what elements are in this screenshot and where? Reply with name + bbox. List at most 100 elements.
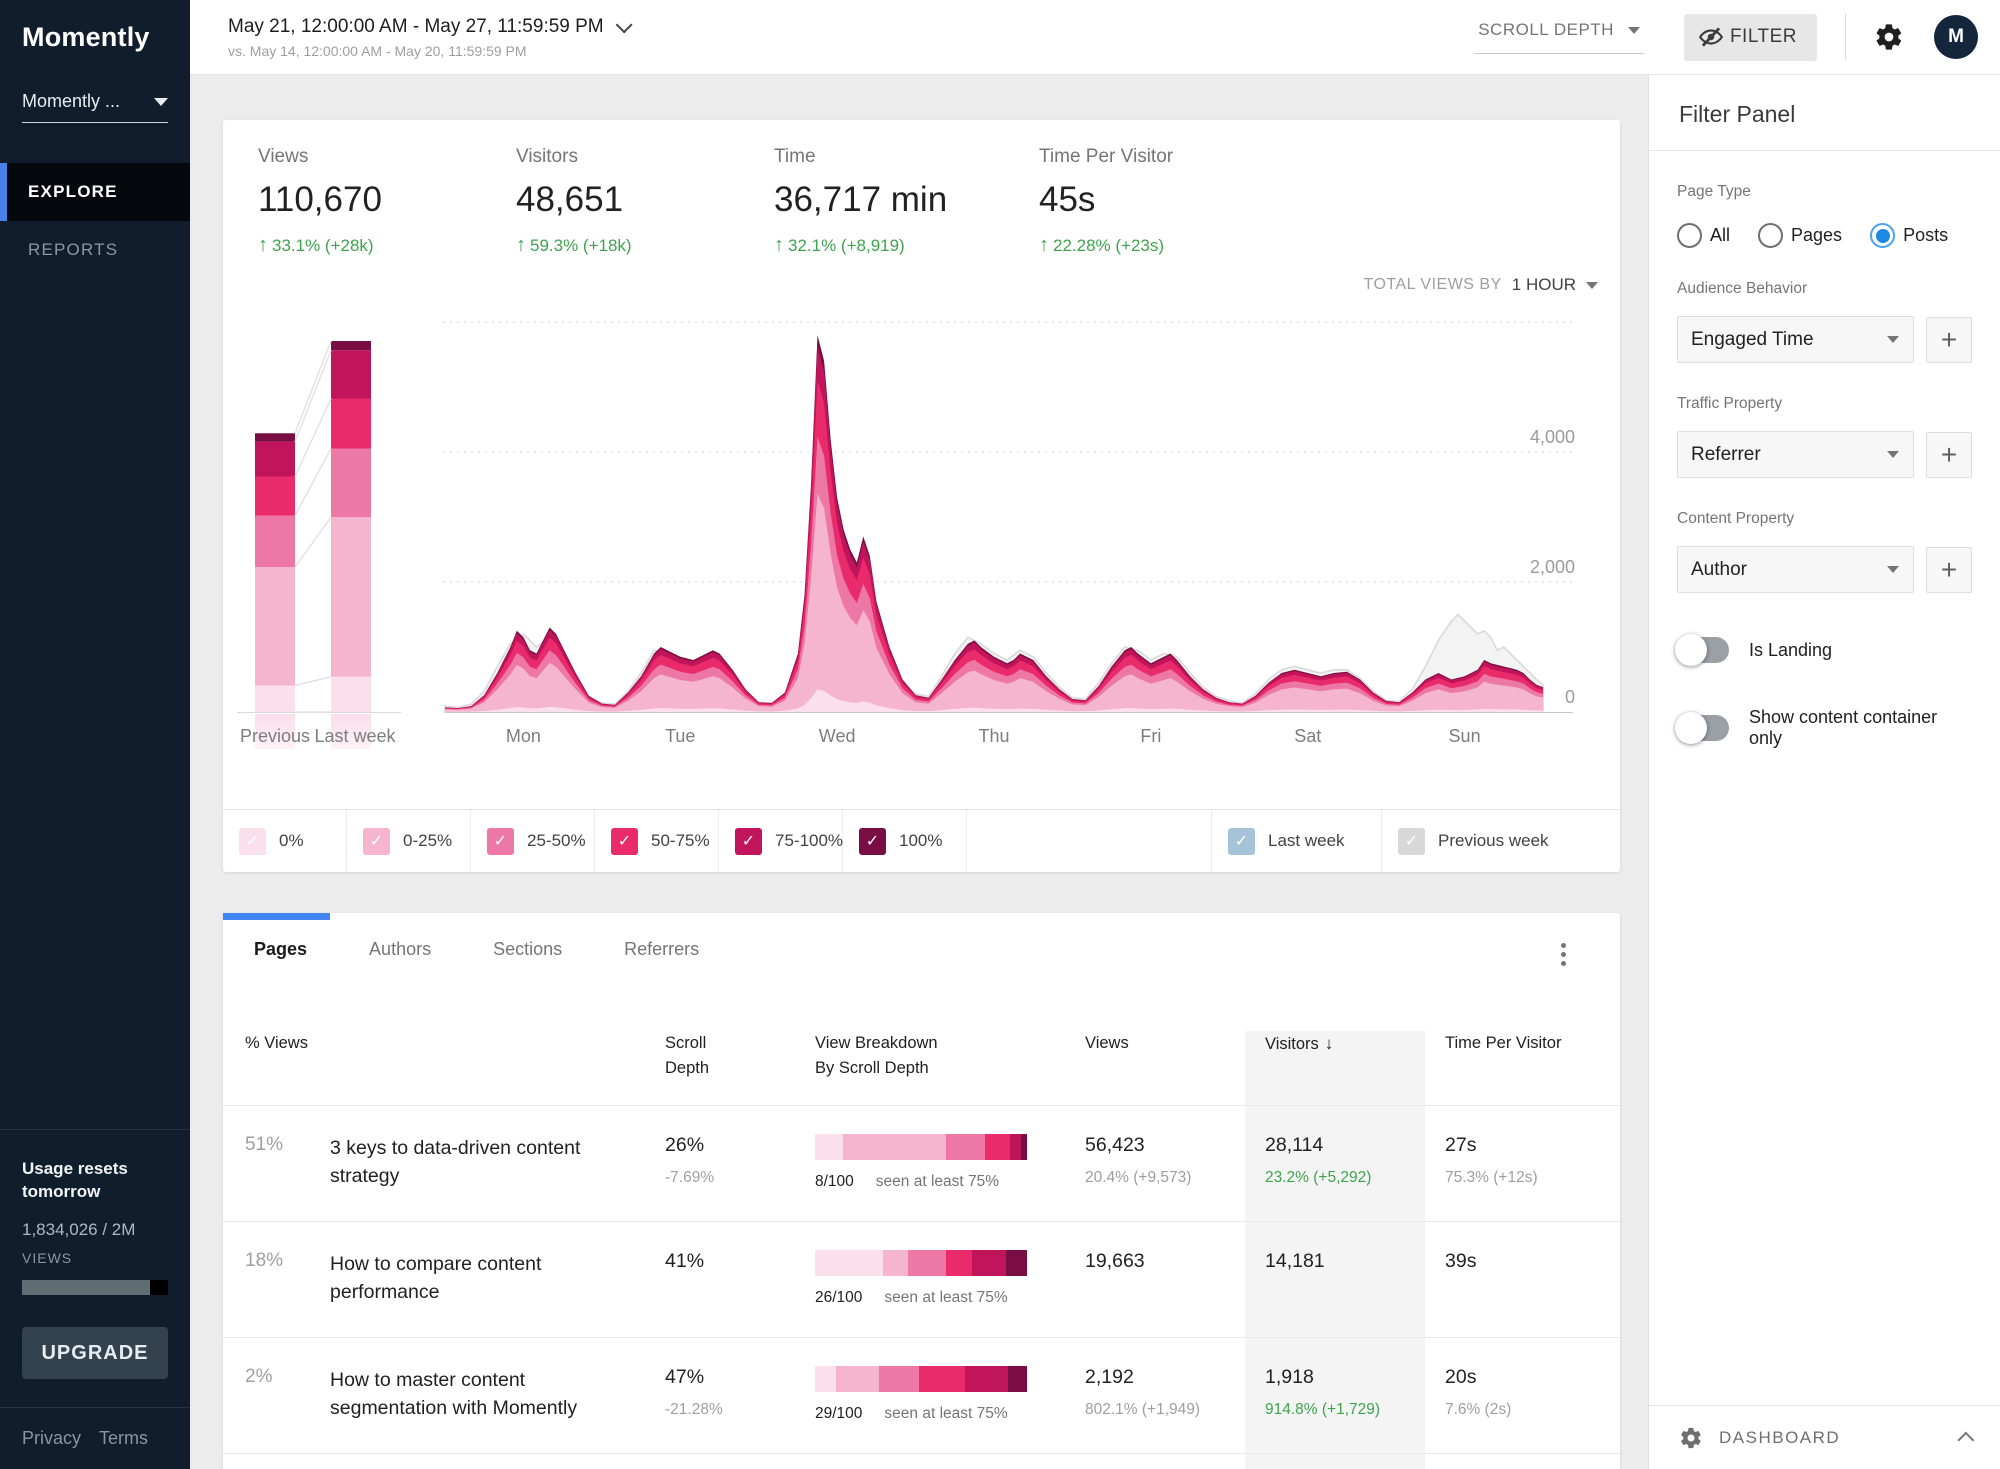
toggle-off-icon[interactable] — [1679, 715, 1729, 741]
upgrade-button[interactable]: UPGRADE — [22, 1327, 168, 1379]
tab-authors[interactable]: Authors — [338, 939, 462, 960]
add-content-filter-button[interactable]: + — [1926, 547, 1972, 593]
visitors-cell: 14,181 — [1245, 1222, 1425, 1337]
stat-visitors: Visitors 48,651 ↑59.3% (+18k) — [516, 146, 774, 257]
svg-text:Last week: Last week — [314, 726, 396, 746]
legend-item-100[interactable]: ✓100% — [843, 810, 967, 872]
add-audience-filter-button[interactable]: + — [1926, 317, 1972, 363]
audience-behavior-dropdown[interactable]: Engaged Time — [1677, 316, 1914, 363]
legend-item-0-25[interactable]: ✓0-25% — [347, 810, 471, 872]
content-property-label: Content Property — [1677, 510, 1972, 528]
sidebar-item-reports[interactable]: REPORTS — [0, 221, 190, 279]
traffic-chart: TOTAL VIEWS BY 1 HOUR 4,0002,0000MonTueW… — [223, 279, 1620, 749]
chevron-up-icon — [1957, 1431, 1974, 1448]
sidebar: Momently Momently ... EXPLORE REPORTS Us… — [0, 0, 190, 1469]
gear-icon — [1874, 22, 1904, 52]
interval-dropdown[interactable]: TOTAL VIEWS BY 1 HOUR — [1363, 275, 1598, 295]
svg-text:Wed: Wed — [819, 726, 856, 746]
date-range-selector[interactable]: May 21, 12:00:00 AM - May 27, 11:59:59 P… — [228, 16, 628, 59]
is-landing-toggle-row[interactable]: Is Landing — [1677, 637, 1972, 663]
checkbox-checked-icon: ✓ — [859, 828, 886, 855]
sidebar-nav: EXPLORE REPORTS — [0, 163, 190, 279]
usage-unit: VIEWS — [22, 1250, 168, 1266]
legend-item-75-100[interactable]: ✓75-100% — [719, 810, 843, 872]
filter-button[interactable]: FILTER — [1684, 14, 1817, 61]
radio-all[interactable]: All — [1677, 223, 1730, 248]
toggle-off-icon[interactable] — [1679, 637, 1729, 663]
legend-item-last-week[interactable]: ✓Last week — [1212, 810, 1382, 872]
divider — [1845, 14, 1846, 60]
col-header-views[interactable]: Views — [1085, 1031, 1245, 1105]
radio-selected-icon — [1870, 223, 1895, 248]
col-header-title — [330, 1031, 665, 1105]
legend-item-25-50[interactable]: ✓25-50% — [471, 810, 595, 872]
checkbox-checked-icon: ✓ — [611, 828, 638, 855]
stat-label: Time — [774, 146, 1039, 168]
svg-text:0: 0 — [1565, 687, 1575, 707]
tpv-cell: 27s75.3% (+12s) — [1425, 1106, 1620, 1221]
page-title-link[interactable]: 3 keys to data-driven content strategy — [330, 1106, 665, 1221]
kebab-menu-icon[interactable] — [1557, 939, 1570, 970]
tab-pages[interactable]: Pages — [223, 939, 338, 960]
table-row: 2% How to master content segmentation wi… — [223, 1337, 1620, 1453]
col-header-breakdown[interactable]: View Breakdown By Scroll Depth — [815, 1031, 940, 1105]
col-header-visitors[interactable]: Visitors↓ — [1245, 1031, 1425, 1105]
radio-posts[interactable]: Posts — [1870, 223, 1948, 248]
sort-desc-icon: ↓ — [1325, 1034, 1334, 1053]
legend-item-50-75[interactable]: ✓50-75% — [595, 810, 719, 872]
col-header-tpv[interactable]: Time Per Visitor — [1425, 1031, 1620, 1105]
svg-text:Sun: Sun — [1449, 726, 1481, 746]
stat-time-per-visitor: Time Per Visitor 45s ↑22.28% (+23s) — [1039, 146, 1297, 257]
sidebar-item-explore[interactable]: EXPLORE — [0, 163, 190, 221]
stats-row: Views 110,670 ↑33.1% (+28k) Visitors 48,… — [223, 120, 1620, 257]
scroll-depth-bar — [815, 1366, 1027, 1392]
content-table-card: Pages Authors Sections Referrers % Views… — [223, 913, 1620, 1469]
content-container-toggle-row[interactable]: Show content container only — [1677, 707, 1972, 749]
terms-link[interactable]: Terms — [99, 1428, 148, 1449]
visitors-cell: 28,11423.2% (+5,292) — [1245, 1106, 1425, 1221]
user-avatar[interactable]: M — [1934, 15, 1978, 59]
metric-dropdown-value: SCROLL DEPTH — [1478, 20, 1614, 40]
breakdown-cell: 26/100seen at least 75% — [815, 1222, 1085, 1337]
legend-item-0pct[interactable]: ✓0% — [223, 810, 347, 872]
radio-icon — [1677, 223, 1702, 248]
caret-down-icon — [1887, 451, 1899, 458]
radio-icon — [1758, 223, 1783, 248]
tab-sections[interactable]: Sections — [462, 939, 593, 960]
date-range-text: May 21, 12:00:00 AM - May 27, 11:59:59 P… — [228, 16, 604, 38]
traffic-property-dropdown[interactable]: Referrer — [1677, 431, 1914, 478]
chevron-down-icon — [154, 98, 168, 106]
up-arrow-icon: ↑ — [774, 234, 784, 257]
pct-views-cell: 18% — [245, 1222, 330, 1337]
brand-logo: Momently — [0, 0, 190, 53]
legend-item-previous-week[interactable]: ✓Previous week — [1382, 810, 1620, 872]
legend-spacer — [967, 810, 1212, 872]
caret-down-icon — [1887, 566, 1899, 573]
privacy-link[interactable]: Privacy — [22, 1428, 81, 1449]
metric-dropdown[interactable]: SCROLL DEPTH — [1474, 20, 1644, 54]
pct-views-cell: 2% — [245, 1338, 330, 1453]
workspace-selector[interactable]: Momently ... — [22, 91, 168, 123]
stat-value: 110,670 — [258, 180, 516, 220]
table-header: % Views Scroll Depth View Breakdown By S… — [223, 985, 1620, 1105]
checkbox-checked-icon: ✓ — [487, 828, 514, 855]
add-traffic-filter-button[interactable]: + — [1926, 432, 1972, 478]
filter-panel: Filter Panel Page Type All Pages Posts A… — [1648, 75, 2000, 1469]
interval-dropdown-value: 1 HOUR — [1512, 275, 1576, 295]
settings-button[interactable] — [1874, 22, 1904, 52]
checkbox-checked-icon: ✓ — [735, 828, 762, 855]
content-property-dropdown[interactable]: Author — [1677, 546, 1914, 593]
page-title-link[interactable]: How to compare content performance — [330, 1222, 665, 1337]
app-root: Momently Momently ... EXPLORE REPORTS Us… — [0, 0, 2000, 1469]
stat-label: Views — [258, 146, 516, 168]
col-header-pct-views[interactable]: % Views — [245, 1031, 330, 1105]
checkbox-checked-icon: ✓ — [239, 828, 266, 855]
page-title-link[interactable]: How to master content segmentation with … — [330, 1338, 665, 1453]
radio-pages[interactable]: Pages — [1758, 223, 1842, 248]
interval-dropdown-label: TOTAL VIEWS BY — [1363, 276, 1501, 294]
col-header-scroll-depth[interactable]: Scroll Depth — [665, 1031, 721, 1105]
stat-value: 48,651 — [516, 180, 774, 220]
dashboard-footer[interactable]: DASHBOARD — [1649, 1405, 2000, 1469]
caret-down-icon — [1628, 27, 1640, 34]
tab-referrers[interactable]: Referrers — [593, 939, 730, 960]
